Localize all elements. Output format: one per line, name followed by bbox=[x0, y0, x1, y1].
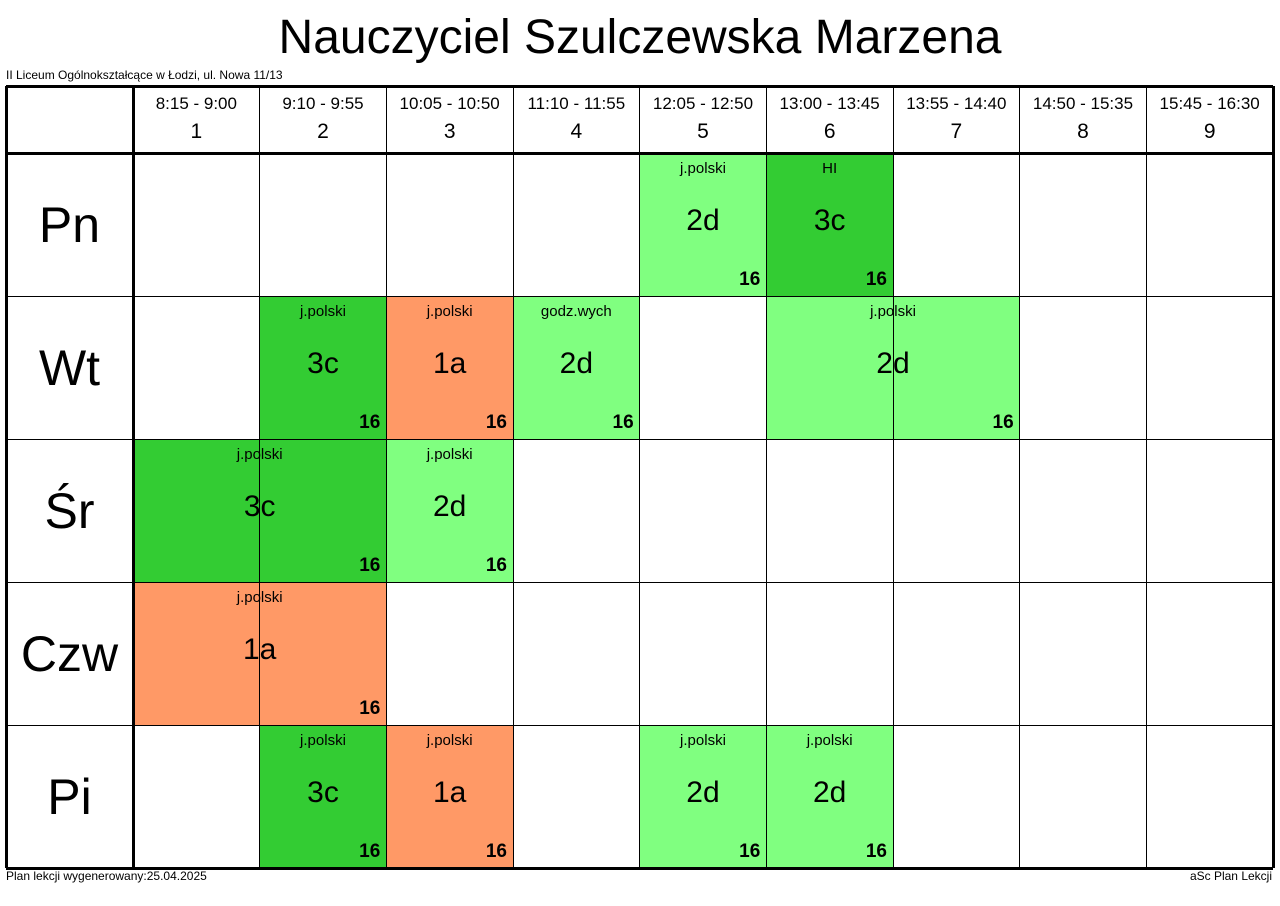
lesson-subject: j.polski bbox=[680, 160, 726, 177]
period-number: 1 bbox=[190, 120, 203, 143]
day-label: Czw bbox=[20, 625, 119, 682]
period-time: 10:05 - 10:50 bbox=[399, 94, 500, 113]
grid-line bbox=[765, 86, 767, 868]
lesson-subject: godz.wych bbox=[540, 303, 612, 320]
lesson-room: 16 bbox=[485, 841, 507, 862]
day-label: Wt bbox=[38, 339, 101, 396]
grid-line bbox=[259, 86, 261, 868]
lesson-subject: j.polski bbox=[300, 303, 346, 320]
period-number: 2 bbox=[317, 120, 329, 143]
day-label: Pn bbox=[38, 196, 101, 253]
period-header: 8:15 - 9:00 1 bbox=[133, 86, 260, 153]
lesson-subject: j.polski bbox=[426, 303, 473, 320]
period-header: 9:10 - 9:55 2 bbox=[260, 86, 387, 153]
period-time: 8:15 - 9:00 bbox=[155, 94, 237, 113]
lesson-room: 16 bbox=[739, 269, 761, 290]
period-time: 14:50 - 15:35 bbox=[1032, 94, 1134, 113]
lesson-subject: j.polski bbox=[300, 732, 346, 749]
lesson-card[interactable]: j.polski 1a 16 bbox=[386, 725, 513, 868]
period-header: 11:10 - 11:55 4 bbox=[513, 86, 640, 153]
lesson-card[interactable]: j.polski 2d 16 bbox=[766, 725, 893, 868]
app-credit: aSc Plan Lekcji bbox=[1189, 869, 1272, 883]
lesson-class: 3c bbox=[307, 347, 339, 380]
lesson-subject: j.polski bbox=[680, 732, 726, 749]
period-header: 15:45 - 16:30 9 bbox=[1146, 86, 1273, 153]
page-title: Nauczyciel Szulczewska Marzena bbox=[278, 11, 1002, 64]
period-number: 9 bbox=[1203, 120, 1216, 143]
lesson-room: 16 bbox=[359, 698, 381, 719]
grid-line bbox=[639, 86, 641, 868]
lesson-card[interactable]: j.polski 3c 16 bbox=[259, 296, 387, 439]
grid-line bbox=[6, 866, 1273, 870]
period-header: 14:50 - 15:35 8 bbox=[1020, 86, 1147, 153]
lesson-class: 2d bbox=[686, 204, 720, 237]
lesson-class: 1a bbox=[432, 347, 467, 380]
period-number: 6 bbox=[823, 120, 836, 143]
lesson-room: 16 bbox=[359, 412, 381, 433]
lesson-class: 2d bbox=[432, 490, 467, 523]
period-number: 8 bbox=[1077, 120, 1089, 143]
period-time: 9:10 - 9:55 bbox=[282, 94, 364, 113]
grid-line bbox=[6, 84, 1273, 88]
lesson-class: 2d bbox=[812, 776, 847, 809]
grid-line bbox=[892, 86, 894, 868]
school-name: II Liceum Ogólnokształcące w Łodzi, ul. … bbox=[6, 68, 283, 82]
period-time: 13:00 - 13:45 bbox=[779, 94, 880, 113]
period-number: 3 bbox=[443, 120, 456, 143]
lesson-card[interactable]: godz.wych 2d 16 bbox=[513, 296, 640, 439]
grid-line bbox=[385, 86, 387, 868]
lesson-class: 3c bbox=[307, 776, 339, 809]
lesson-card[interactable]: j.polski 2d 16 bbox=[386, 439, 513, 582]
day-label: Pi bbox=[47, 768, 92, 825]
lesson-room: 16 bbox=[865, 841, 887, 862]
lesson-subject: j.polski bbox=[426, 446, 473, 463]
grid-line bbox=[131, 86, 135, 868]
lesson-class: 2d bbox=[559, 347, 594, 380]
lesson-room: 16 bbox=[359, 555, 381, 576]
lesson-room: 16 bbox=[739, 841, 761, 862]
lesson-room: 16 bbox=[865, 269, 887, 290]
grid-line bbox=[1145, 86, 1147, 868]
lesson-room: 16 bbox=[485, 555, 507, 576]
lesson-subject: j.polski bbox=[806, 732, 853, 749]
lesson-card[interactable]: j.polski 3c 16 bbox=[259, 725, 387, 868]
lesson-card[interactable]: j.polski 2d 16 bbox=[639, 153, 767, 296]
grid-line bbox=[6, 151, 1273, 155]
period-number: 7 bbox=[950, 120, 963, 143]
grid-line bbox=[1271, 86, 1275, 868]
day-label: Śr bbox=[44, 482, 95, 539]
lesson-class: 3c bbox=[813, 204, 846, 237]
period-header: 12:05 - 12:50 5 bbox=[640, 86, 767, 153]
lesson-card[interactable]: j.polski 1a 16 bbox=[386, 296, 513, 439]
grid-line bbox=[4, 86, 8, 868]
generated-date: Plan lekcji wygenerowany:25.04.2025 bbox=[6, 869, 207, 883]
grid-line bbox=[512, 86, 514, 868]
period-header: 13:55 - 14:40 7 bbox=[893, 86, 1020, 153]
period-header: 10:05 - 10:50 3 bbox=[386, 86, 513, 153]
lesson-subject: HI bbox=[822, 160, 838, 177]
period-time: 13:55 - 14:40 bbox=[906, 94, 1007, 113]
period-time: 12:05 - 12:50 bbox=[652, 94, 754, 113]
lesson-card[interactable]: j.polski 2d 16 bbox=[639, 725, 767, 868]
period-time: 11:10 - 11:55 bbox=[527, 94, 626, 113]
lesson-room: 16 bbox=[359, 841, 381, 862]
lesson-room: 16 bbox=[485, 412, 507, 433]
period-time: 15:45 - 16:30 bbox=[1159, 94, 1260, 113]
period-header: 13:00 - 13:45 6 bbox=[766, 86, 893, 153]
lesson-room: 16 bbox=[992, 412, 1014, 433]
lesson-subject: j.polski bbox=[426, 732, 473, 749]
period-number: 5 bbox=[697, 120, 709, 143]
lesson-class: 1a bbox=[432, 776, 467, 809]
lesson-class: 2d bbox=[686, 776, 720, 809]
lesson-room: 16 bbox=[612, 412, 634, 433]
grid-line bbox=[1019, 86, 1021, 868]
lesson-card[interactable]: HI 3c 16 bbox=[766, 153, 893, 296]
period-number: 4 bbox=[570, 120, 583, 143]
